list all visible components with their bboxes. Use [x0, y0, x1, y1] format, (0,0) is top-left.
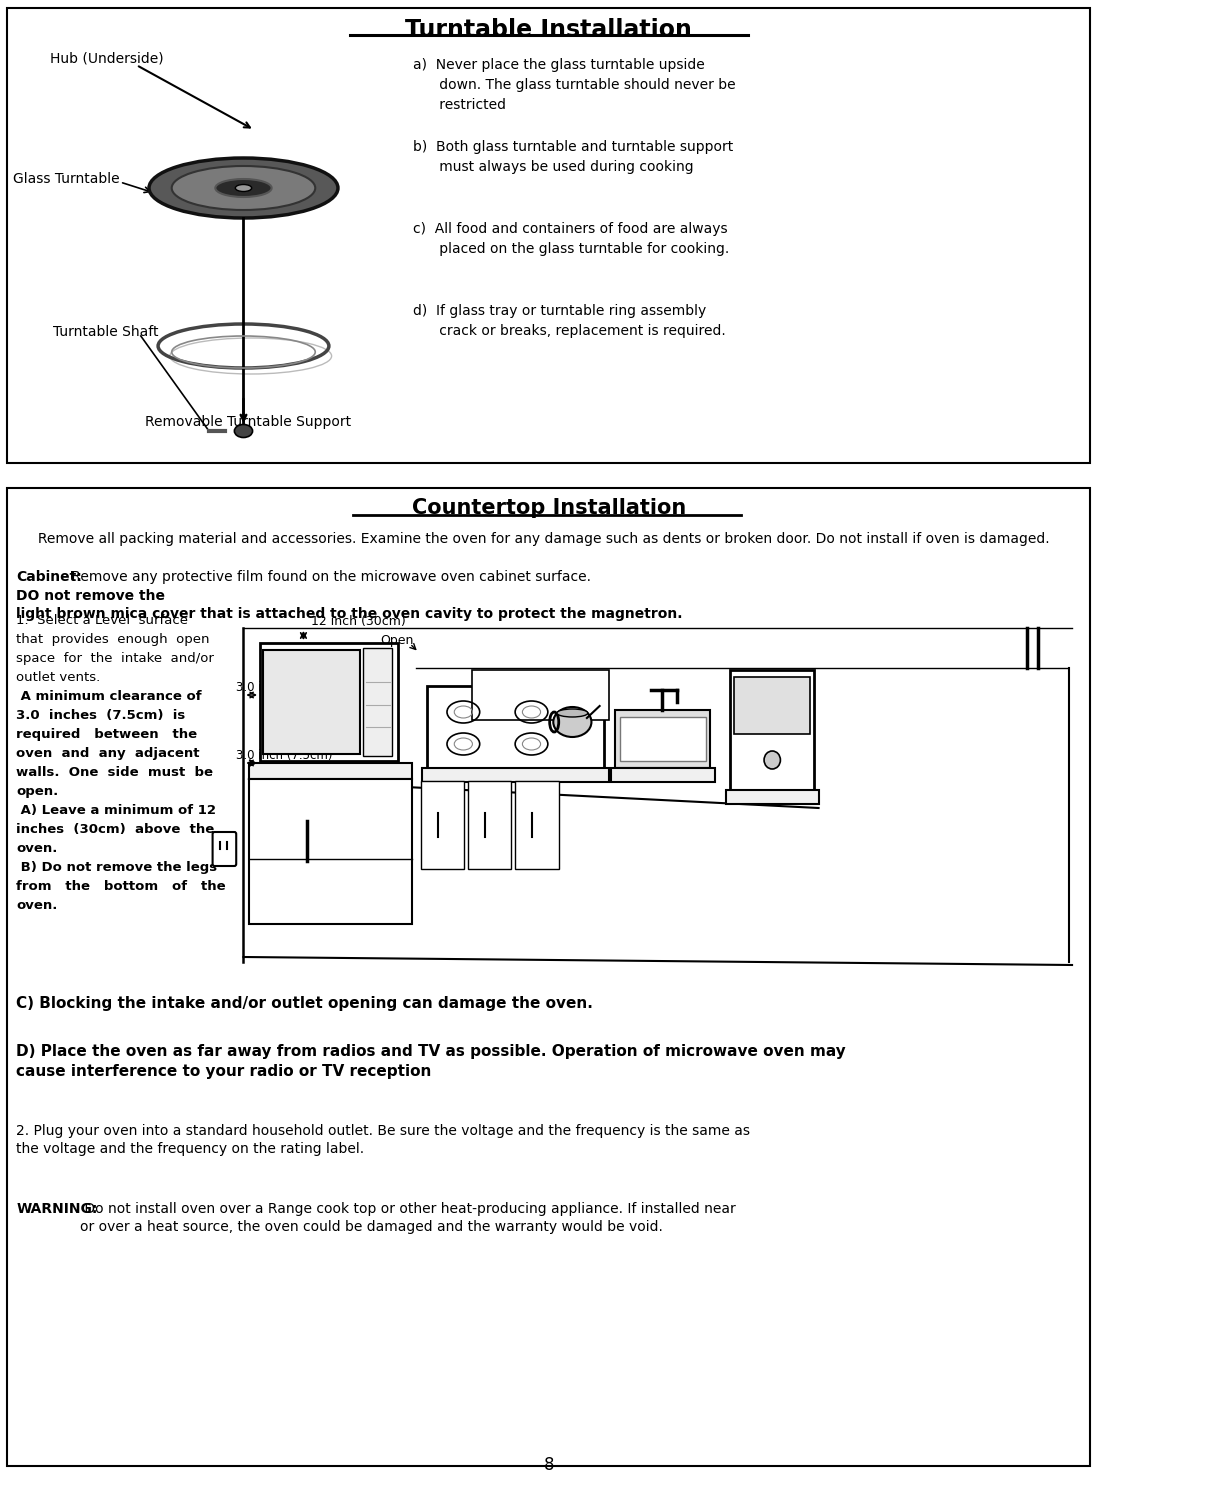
- Ellipse shape: [236, 184, 251, 191]
- FancyBboxPatch shape: [611, 768, 715, 781]
- Text: A) Leave a minimum of 12: A) Leave a minimum of 12: [17, 804, 216, 817]
- Text: oven.: oven.: [17, 899, 58, 911]
- Text: DO not remove the
light brown mica cover that is attached to the oven cavity to : DO not remove the light brown mica cover…: [17, 589, 683, 622]
- Text: open.: open.: [17, 784, 58, 798]
- Text: c)  All food and containers of food are always
      placed on the glass turntab: c) All food and containers of food are a…: [413, 223, 729, 255]
- Text: Open: Open: [381, 633, 413, 647]
- Text: walls.  One  side  must  be: walls. One side must be: [17, 766, 213, 778]
- Text: Countertop Installation: Countertop Installation: [411, 498, 686, 518]
- FancyBboxPatch shape: [364, 648, 393, 756]
- Text: inches  (30cm)  above  the: inches (30cm) above the: [17, 823, 215, 837]
- Ellipse shape: [554, 707, 591, 737]
- Text: that  provides  enough  open: that provides enough open: [17, 633, 210, 645]
- Text: b)  Both glass turntable and turntable support
      must always be used during : b) Both glass turntable and turntable su…: [413, 140, 734, 173]
- FancyBboxPatch shape: [421, 781, 464, 870]
- FancyBboxPatch shape: [427, 686, 604, 768]
- FancyBboxPatch shape: [7, 7, 1091, 463]
- Text: oven.: oven.: [17, 843, 58, 855]
- FancyBboxPatch shape: [515, 781, 559, 870]
- FancyBboxPatch shape: [422, 768, 608, 781]
- Text: Remove any protective film found on the microwave oven cabinet surface.: Remove any protective film found on the …: [68, 571, 596, 584]
- FancyBboxPatch shape: [473, 669, 608, 720]
- Text: Remove all packing material and accessories. Examine the oven for any damage suc: Remove all packing material and accessor…: [17, 532, 1049, 545]
- FancyBboxPatch shape: [249, 763, 412, 778]
- Text: 3.0 inch (7.5cm): 3.0 inch (7.5cm): [236, 680, 332, 693]
- FancyBboxPatch shape: [615, 710, 711, 768]
- Text: space  for  the  intake  and/or: space for the intake and/or: [17, 651, 214, 665]
- FancyBboxPatch shape: [260, 642, 398, 760]
- Text: Do not install oven over a Range cook top or other heat-producing appliance. If : Do not install oven over a Range cook to…: [80, 1203, 736, 1234]
- Text: 1.  Select a Level  surface: 1. Select a Level surface: [17, 614, 189, 627]
- Text: A minimum clearance of: A minimum clearance of: [17, 690, 202, 704]
- Text: Cabinet:: Cabinet:: [17, 571, 82, 584]
- Text: Hub (Underside): Hub (Underside): [50, 52, 163, 66]
- Text: Removable Turntable Support: Removable Turntable Support: [145, 415, 352, 429]
- Text: D) Place the oven as far away from radios and TV as possible. Operation of micro: D) Place the oven as far away from radio…: [17, 1044, 846, 1079]
- FancyBboxPatch shape: [213, 832, 236, 867]
- Text: required   between   the: required between the: [17, 728, 197, 741]
- Text: a)  Never place the glass turntable upside
      down. The glass turntable shoul: a) Never place the glass turntable upsid…: [413, 58, 736, 112]
- FancyBboxPatch shape: [619, 717, 706, 760]
- FancyBboxPatch shape: [7, 489, 1091, 1466]
- Ellipse shape: [235, 424, 253, 438]
- Text: B) Do not remove the legs: B) Do not remove the legs: [17, 861, 218, 874]
- Ellipse shape: [149, 158, 339, 218]
- Ellipse shape: [764, 751, 781, 769]
- FancyBboxPatch shape: [249, 778, 412, 923]
- Text: d)  If glass tray or turntable ring assembly
      crack or breaks, replacement : d) If glass tray or turntable ring assem…: [413, 303, 727, 338]
- FancyBboxPatch shape: [730, 669, 814, 790]
- Text: 12 inch (30cm): 12 inch (30cm): [311, 614, 405, 627]
- Ellipse shape: [172, 166, 316, 211]
- Ellipse shape: [215, 179, 272, 197]
- FancyBboxPatch shape: [468, 781, 511, 870]
- Text: Turntable Shaft: Turntable Shaft: [53, 326, 158, 339]
- Text: 3.0 inch (7.5cm): 3.0 inch (7.5cm): [236, 748, 332, 762]
- Text: 3.0  inches  (7.5cm)  is: 3.0 inches (7.5cm) is: [17, 710, 186, 722]
- Text: Glass Turntable: Glass Turntable: [13, 172, 120, 185]
- FancyBboxPatch shape: [264, 650, 360, 754]
- FancyBboxPatch shape: [734, 677, 810, 734]
- Ellipse shape: [557, 710, 588, 717]
- FancyBboxPatch shape: [725, 790, 818, 804]
- Text: 8: 8: [544, 1457, 554, 1475]
- Text: 2. Plug your oven into a standard household outlet. Be sure the voltage and the : 2. Plug your oven into a standard househ…: [17, 1123, 751, 1156]
- Text: outlet vents.: outlet vents.: [17, 671, 100, 684]
- Text: Turntable Installation: Turntable Installation: [405, 18, 693, 42]
- Text: WARNING:: WARNING:: [17, 1203, 98, 1216]
- Text: from   the   bottom   of   the: from the bottom of the: [17, 880, 226, 893]
- Text: oven  and  any  adjacent: oven and any adjacent: [17, 747, 199, 760]
- Text: C) Blocking the intake and/or outlet opening can damage the oven.: C) Blocking the intake and/or outlet ope…: [17, 996, 594, 1011]
